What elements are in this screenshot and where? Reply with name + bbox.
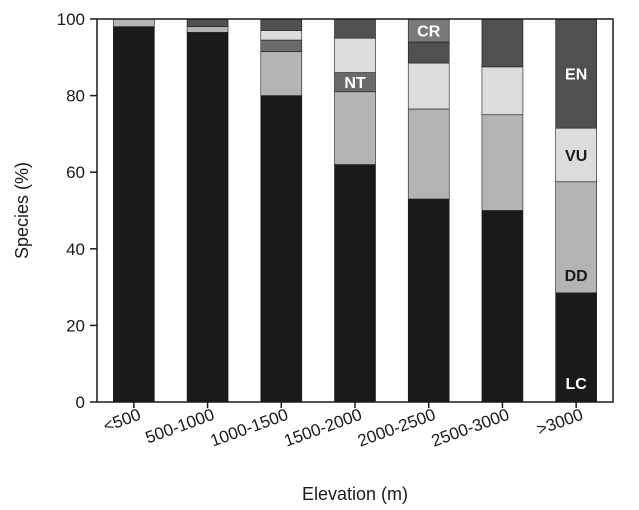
bar-segment-dd-6 (555, 181, 597, 294)
x-tick-label-2: 1000-1500 (208, 405, 291, 451)
bar-segment-en-4 (407, 41, 450, 64)
bar-segment-lc-1 (186, 32, 229, 403)
bars-group (113, 18, 597, 403)
y-tick-label-60: 60 (66, 163, 85, 182)
y-tick-label-80: 80 (66, 87, 85, 106)
x-tick-label-6: >3000 (534, 405, 585, 439)
y-axis-title: Species (%) (12, 162, 32, 259)
x-axis-title: Elevation (m) (302, 484, 408, 504)
bar-segment-en-6 (555, 18, 597, 129)
bar-segment-lc-5 (481, 210, 524, 403)
bar-segment-vu-5 (481, 66, 524, 116)
bar-segment-en-1 (186, 18, 229, 27)
bar-segment-lc-6 (555, 292, 597, 403)
segment-label-dd-4: DD (565, 268, 588, 285)
bar-segment-vu-6 (555, 127, 597, 183)
segment-label-cr-0: CR (417, 23, 441, 40)
x-tick-label-1: 500-1000 (143, 405, 217, 447)
bar-segment-dd-1 (186, 26, 229, 33)
bar-segment-dd-5 (481, 114, 524, 211)
x-axis: <500 500-10001000-15001500-20002000-25002… (101, 402, 586, 451)
segment-label-nt-1: NT (344, 75, 366, 92)
y-axis: 0 20 40 60 80 100 (57, 10, 97, 412)
segment-label-lc-5: LC (565, 376, 587, 393)
bar-segment-dd-0 (113, 18, 155, 27)
bar-segment-lc-0 (113, 26, 155, 403)
segment-labels-group: CR NT EN VU DD LC (344, 23, 587, 393)
x-tick-label-0: <500 (101, 405, 143, 436)
segment-label-en-2: EN (565, 67, 587, 84)
x-tick-label-4: 2000-2500 (355, 405, 438, 451)
bar-segment-lc-2 (260, 95, 303, 403)
bar-segment-en-5 (481, 18, 524, 68)
bar-segment-vu-3 (334, 37, 376, 73)
y-tick-label-20: 20 (66, 316, 85, 335)
bar-segment-dd-4 (407, 108, 450, 200)
y-tick-label-0: 0 (76, 393, 85, 412)
bar-segment-nt-2 (260, 39, 303, 52)
bar-segment-vu-4 (407, 62, 450, 110)
segment-label-vu-3: VU (565, 148, 587, 165)
bar-segment-lc-3 (334, 164, 376, 403)
bar-segment-en-2 (260, 18, 303, 31)
bar-segment-vu-2 (260, 30, 303, 41)
y-tick-label-40: 40 (66, 240, 85, 259)
x-tick-label-5: 2500-3000 (429, 405, 512, 451)
bar-segment-dd-3 (334, 91, 376, 165)
bar-segment-lc-4 (407, 198, 450, 403)
x-tick-label-3: 1500-2000 (281, 405, 364, 451)
bar-segment-en-3 (334, 18, 376, 39)
bar-segment-dd-2 (260, 51, 303, 96)
y-tick-label-100: 100 (57, 10, 85, 29)
